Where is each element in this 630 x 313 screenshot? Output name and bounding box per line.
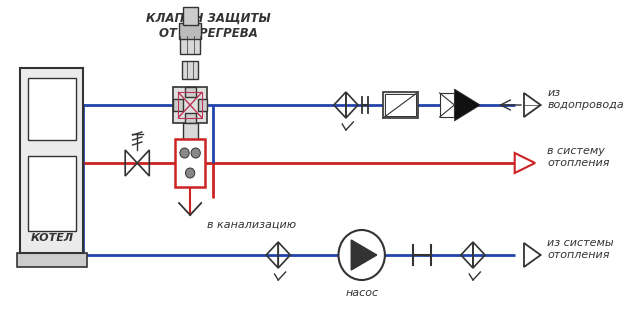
Bar bbox=[16, 253, 87, 267]
Bar bbox=[20, 68, 83, 253]
Bar bbox=[175, 139, 205, 187]
Bar bbox=[178, 92, 202, 118]
Bar bbox=[179, 23, 201, 39]
Bar bbox=[173, 99, 183, 111]
Circle shape bbox=[180, 148, 189, 158]
Polygon shape bbox=[515, 153, 535, 173]
Polygon shape bbox=[524, 93, 541, 117]
Bar bbox=[185, 113, 196, 123]
Bar bbox=[183, 7, 198, 25]
Bar bbox=[182, 61, 198, 79]
Polygon shape bbox=[352, 240, 377, 270]
Bar bbox=[383, 92, 418, 118]
Circle shape bbox=[191, 148, 200, 158]
Polygon shape bbox=[524, 243, 541, 267]
Text: в канализацию: в канализацию bbox=[207, 220, 296, 230]
Text: в систему
отопления: в систему отопления bbox=[547, 146, 610, 168]
Text: из
водопровода: из водопровода bbox=[547, 88, 624, 110]
Text: из системы
отопления: из системы отопления bbox=[547, 238, 614, 260]
Bar bbox=[185, 87, 196, 97]
Bar bbox=[173, 87, 207, 123]
Bar bbox=[183, 123, 198, 145]
Text: КОТЕЛ: КОТЕЛ bbox=[30, 233, 74, 243]
Bar bbox=[440, 93, 454, 117]
Bar bbox=[180, 36, 200, 54]
Bar bbox=[28, 156, 76, 231]
Text: насос: насос bbox=[345, 288, 378, 298]
Bar bbox=[28, 78, 76, 140]
Circle shape bbox=[338, 230, 385, 280]
Bar bbox=[385, 94, 416, 116]
Circle shape bbox=[185, 168, 195, 178]
Bar bbox=[198, 99, 207, 111]
Text: КЛАПАН ЗАЩИТЫ
ОТ ПЕРЕГРЕВА: КЛАПАН ЗАЩИТЫ ОТ ПЕРЕГРЕВА bbox=[146, 12, 271, 40]
Polygon shape bbox=[454, 89, 481, 121]
